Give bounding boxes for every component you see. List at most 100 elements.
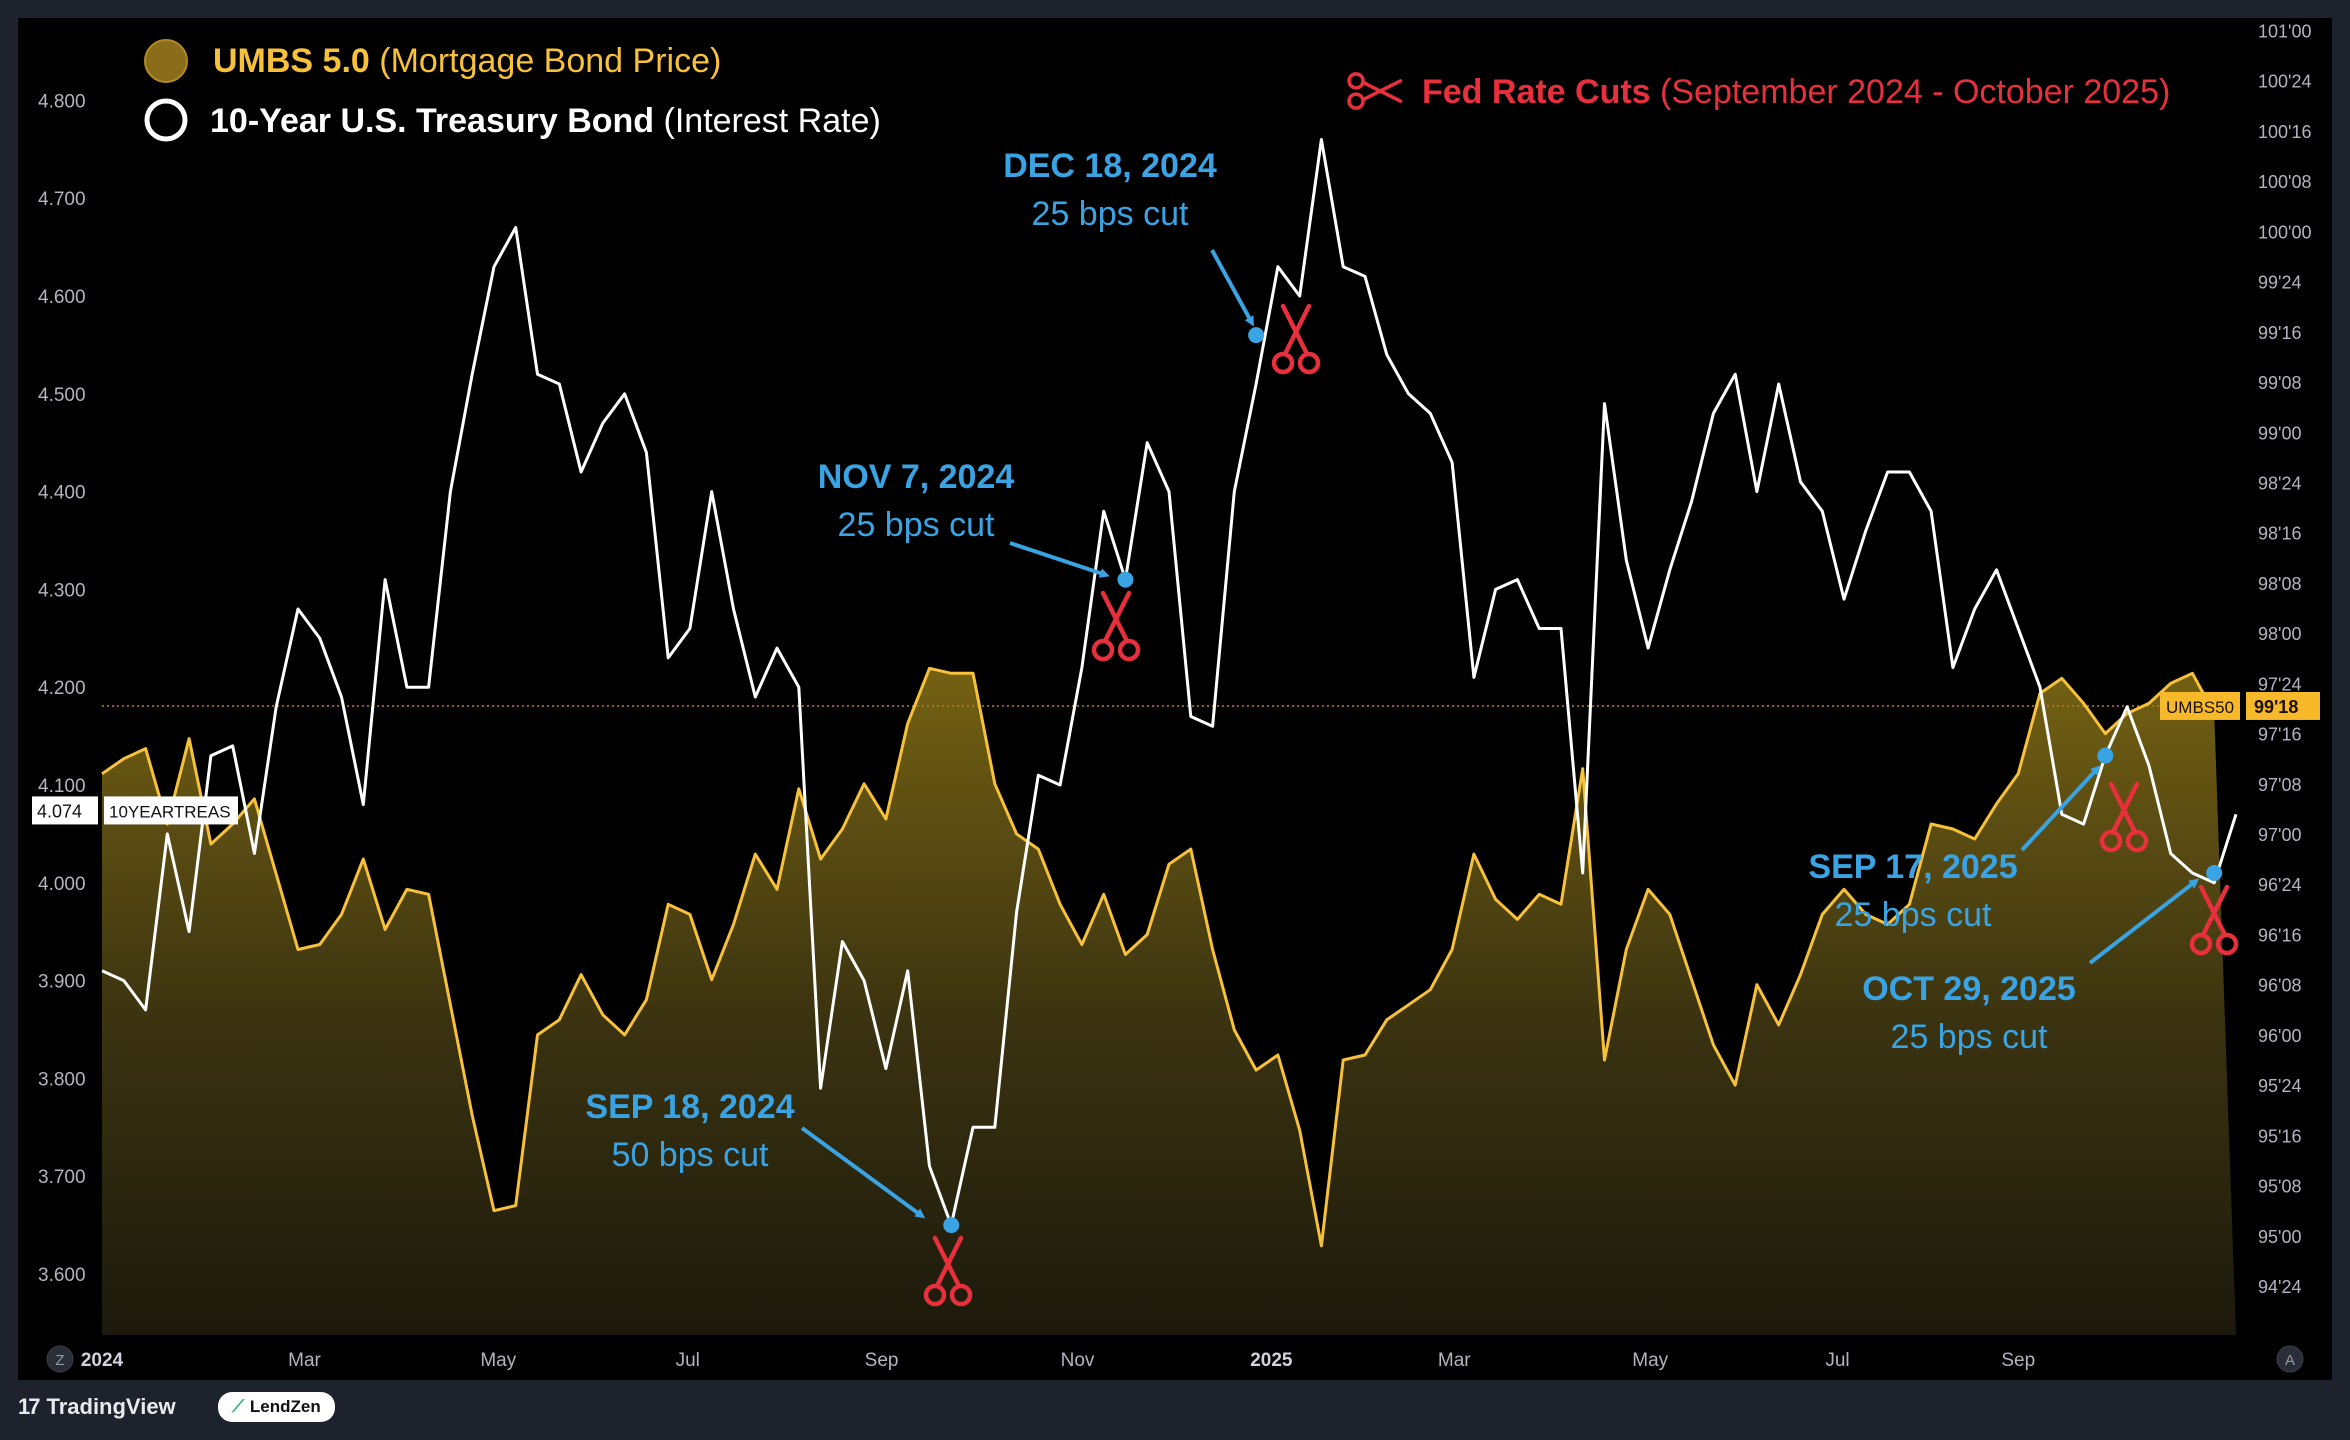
right-tick-label: 100'24 [2258, 72, 2312, 92]
x-tick-label: Sep [2001, 1350, 2035, 1371]
zoom-button-label: Z [55, 1352, 64, 1369]
left-tick-label: 3.600 [38, 1265, 86, 1286]
umbs-legend-icon [144, 39, 188, 83]
x-tick-label: Jul [676, 1350, 700, 1371]
right-tick-label: 99'16 [2258, 323, 2301, 343]
annotation-note: 25 bps cut [1032, 195, 1189, 233]
right-tick-label: 100'16 [2258, 122, 2312, 142]
right-tick-label: 96'00 [2258, 1026, 2301, 1046]
umbs-area [102, 668, 2236, 1335]
x-tick-label: May [480, 1350, 516, 1371]
scissors-blade [1282, 303, 1312, 357]
umbs-legend-label: UMBS 5.0 (Mortgage Bond Price) [213, 42, 721, 80]
annotation-date: SEP 17, 2025 [1808, 848, 2017, 886]
treasury-legend-name: 10-Year U.S. Treasury Bond [210, 102, 654, 140]
left-tick-label: 4.600 [38, 287, 86, 308]
right-tick-label: 95'24 [2258, 1076, 2301, 1096]
x-tick-label: Jul [1825, 1350, 1849, 1371]
cut-point-marker [2206, 865, 2223, 882]
scissors-icon [1091, 590, 1141, 662]
scissors-icon [2189, 884, 2239, 956]
left-tick-label: 3.700 [38, 1167, 86, 1188]
cut-point-marker [2097, 747, 2114, 764]
fed-cut-annotation: DEC 18, 2024 25 bps cut [1003, 147, 1321, 375]
x-tick-label: 2025 [1250, 1350, 1293, 1371]
left-tick-label: 3.900 [38, 972, 86, 993]
tradingview-logo[interactable]: 17 TradingView [18, 1394, 176, 1420]
scissors-handle [2125, 829, 2149, 853]
scissors-icon [1271, 303, 1321, 375]
auto-scale-button[interactable] [2276, 1345, 2304, 1373]
annotation-arrow [2088, 878, 2200, 965]
umbs-value-text: 99'18 [2254, 697, 2298, 717]
scissors-blade [1102, 590, 1132, 644]
umbs-value-badge [2246, 691, 2320, 720]
umbs-line [101, 666, 2216, 1248]
scissors-handle [1297, 351, 1321, 375]
right-tick-label: 99'08 [2258, 373, 2301, 393]
rate-name-badge [104, 796, 238, 825]
rate-value-badge [32, 796, 98, 825]
left-tick-label: 4.300 [38, 580, 86, 601]
right-tick-label: 98'16 [2258, 524, 2301, 544]
right-tick-label: 97'08 [2258, 775, 2301, 795]
right-tick-label: 99'00 [2258, 423, 2301, 443]
annotation-note: 50 bps cut [612, 1136, 769, 1174]
cut-point-marker [943, 1217, 960, 1234]
x-tick-label: Nov [1061, 1350, 1095, 1371]
lendzen-badge[interactable]: ⟋ LendZen [218, 1392, 335, 1422]
scissors-handle [923, 1283, 947, 1307]
right-tick-label: 98'00 [2258, 624, 2301, 644]
zoom-button[interactable] [46, 1345, 74, 1373]
right-tick-label: 96'08 [2258, 976, 2301, 996]
right-tick-label: 97'00 [2258, 825, 2301, 845]
right-tick-label: 97'24 [2258, 674, 2301, 694]
annotation-note: 25 bps cut [1835, 896, 1992, 934]
left-tick-label: 4.100 [38, 776, 86, 797]
right-tick-label: 96'16 [2258, 925, 2301, 945]
annotation-arrow [1009, 541, 1110, 578]
treasury-legend-desc: (Interest Rate) [654, 102, 881, 140]
lendzen-label: LendZen [249, 1397, 321, 1416]
annotation-date: NOV 7, 2024 [818, 458, 1015, 496]
scissors-blade [2110, 781, 2140, 835]
scissors-handle [1091, 638, 1115, 662]
treasury-legend-icon [144, 98, 188, 142]
auto-scale-button-label: A [2285, 1352, 2295, 1369]
right-tick-label: 101'00 [2258, 22, 2312, 42]
x-tick-label: 2024 [81, 1350, 124, 1371]
right-tick-label: 99'24 [2258, 273, 2301, 293]
tradingview-label: TradingView [46, 1394, 176, 1419]
right-tick-label: 98'24 [2258, 473, 2301, 493]
left-tick-label: 4.400 [38, 483, 86, 504]
right-tick-label: 95'16 [2258, 1126, 2301, 1146]
right-tick-label: 98'08 [2258, 574, 2301, 594]
left-tick-label: 4.500 [38, 385, 86, 406]
left-tick-label: 4.700 [38, 189, 86, 210]
right-tick-label: 95'08 [2258, 1177, 2301, 1197]
treasury-legend-label: 10-Year U.S. Treasury Bond (Interest Rat… [210, 102, 881, 140]
annotation-date: OCT 29, 2025 [1862, 970, 2076, 1008]
annotation-note: 25 bps cut [838, 506, 995, 544]
scissors-handle [1271, 351, 1295, 375]
scissors-handle [1347, 92, 1365, 110]
annotation-arrow [800, 1126, 926, 1219]
scissors-blade [2200, 884, 2230, 938]
lendzen-icon: ⟋ [232, 1397, 244, 1416]
right-tick-label: 100'08 [2258, 172, 2312, 192]
annotation-arrow [2020, 765, 2101, 852]
annotation-arrow [1210, 249, 1254, 327]
scissors-handle [949, 1283, 973, 1307]
right-tick-label: 95'00 [2258, 1227, 2301, 1247]
scissors-icon [923, 1235, 973, 1307]
scissors-handle [1347, 72, 1365, 90]
fed-cut-annotation: NOV 7, 2024 25 bps cut [818, 458, 1141, 662]
cut-point-marker [1117, 571, 1134, 588]
annotation-note: 25 bps cut [1891, 1018, 2048, 1056]
scissors-handle [1117, 638, 1141, 662]
annotation-date: SEP 18, 2024 [585, 1088, 794, 1126]
right-tick-label: 94'24 [2258, 1277, 2301, 1297]
tradingview-icon: 17 [18, 1394, 41, 1419]
scissors-icon [1347, 72, 1403, 110]
